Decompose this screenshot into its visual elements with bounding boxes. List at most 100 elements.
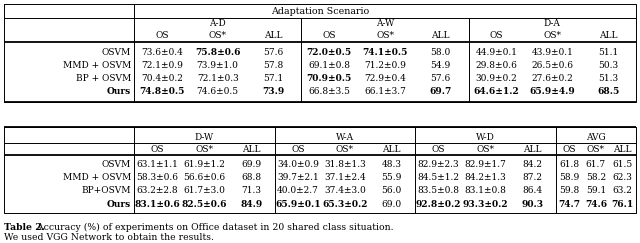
- Text: 50.3: 50.3: [598, 61, 618, 69]
- Text: 65.9±4.9: 65.9±4.9: [529, 87, 575, 95]
- Text: OSVM: OSVM: [102, 47, 131, 57]
- Text: D-W: D-W: [195, 132, 214, 141]
- Text: 58.3±0.6: 58.3±0.6: [136, 173, 179, 182]
- Text: 37.1±2.4: 37.1±2.4: [324, 173, 366, 182]
- Text: 70.9±0.5: 70.9±0.5: [307, 73, 352, 83]
- Text: 74.1±0.5: 74.1±0.5: [362, 47, 408, 57]
- Text: 86.4: 86.4: [522, 185, 543, 194]
- Text: 65.3±0.2: 65.3±0.2: [322, 200, 367, 208]
- Text: 73.6±0.4: 73.6±0.4: [141, 47, 183, 57]
- Text: OS: OS: [291, 145, 305, 154]
- Text: OS: OS: [155, 32, 168, 41]
- Text: 48.3: 48.3: [382, 159, 402, 168]
- Text: 83.1±0.6: 83.1±0.6: [134, 200, 180, 208]
- Text: BP + OSVM: BP + OSVM: [76, 73, 131, 83]
- Text: OS*: OS*: [587, 145, 605, 154]
- Text: 84.5±1.2: 84.5±1.2: [418, 173, 460, 182]
- Text: 72.1±0.3: 72.1±0.3: [196, 73, 239, 83]
- Text: W-A: W-A: [336, 132, 354, 141]
- Text: OS: OS: [432, 145, 445, 154]
- Text: 34.0±0.9: 34.0±0.9: [277, 159, 319, 168]
- Text: ALL: ALL: [523, 145, 541, 154]
- Text: ALL: ALL: [383, 145, 401, 154]
- Text: 27.6±0.2: 27.6±0.2: [531, 73, 573, 83]
- Text: 31.8±1.3: 31.8±1.3: [324, 159, 366, 168]
- Text: Ours: Ours: [107, 200, 131, 208]
- Text: 70.4±0.2: 70.4±0.2: [141, 73, 183, 83]
- Text: Adaptation Scenario: Adaptation Scenario: [271, 8, 369, 17]
- Text: 61.8: 61.8: [559, 159, 579, 168]
- Text: 66.1±3.7: 66.1±3.7: [364, 87, 406, 95]
- Text: AVG: AVG: [586, 132, 606, 141]
- Text: 84.2: 84.2: [522, 159, 543, 168]
- Text: 61.7: 61.7: [586, 159, 606, 168]
- Text: MMD + OSVM: MMD + OSVM: [63, 173, 131, 182]
- Text: 69.1±0.8: 69.1±0.8: [308, 61, 350, 69]
- Text: 82.9±2.3: 82.9±2.3: [418, 159, 460, 168]
- Text: 58.0: 58.0: [431, 47, 451, 57]
- Text: OS*: OS*: [336, 145, 354, 154]
- Text: OS*: OS*: [376, 32, 394, 41]
- Text: 74.6: 74.6: [585, 200, 607, 208]
- Text: OS*: OS*: [543, 32, 561, 41]
- Text: 68.5: 68.5: [597, 87, 620, 95]
- Text: OS: OS: [323, 32, 336, 41]
- Text: 43.9±0.1: 43.9±0.1: [531, 47, 573, 57]
- Text: We used VGG Network to obtain the results.: We used VGG Network to obtain the result…: [4, 233, 214, 242]
- Text: ALL: ALL: [613, 145, 632, 154]
- Text: 90.3: 90.3: [522, 200, 543, 208]
- Text: 56.0: 56.0: [381, 185, 402, 194]
- Text: BP+OSVM: BP+OSVM: [81, 185, 131, 194]
- Text: 61.5: 61.5: [612, 159, 633, 168]
- Text: 93.3±0.2: 93.3±0.2: [463, 200, 508, 208]
- Text: 63.2±2.8: 63.2±2.8: [136, 185, 179, 194]
- Text: 83.1±0.8: 83.1±0.8: [465, 185, 506, 194]
- Text: ALL: ALL: [242, 145, 260, 154]
- Text: 44.9±0.1: 44.9±0.1: [476, 47, 518, 57]
- Text: OS: OS: [490, 32, 503, 41]
- Text: 69.9: 69.9: [241, 159, 261, 168]
- Text: ALL: ALL: [431, 32, 450, 41]
- Text: OS*: OS*: [209, 32, 227, 41]
- Text: 82.9±1.7: 82.9±1.7: [465, 159, 506, 168]
- Text: 68.8: 68.8: [241, 173, 261, 182]
- Text: 56.6±0.6: 56.6±0.6: [183, 173, 225, 182]
- Text: 55.9: 55.9: [381, 173, 402, 182]
- Text: 72.9±0.4: 72.9±0.4: [364, 73, 406, 83]
- Text: ALL: ALL: [264, 32, 283, 41]
- Text: W-D: W-D: [476, 132, 495, 141]
- Text: 73.9±1.0: 73.9±1.0: [196, 61, 239, 69]
- Text: OS*: OS*: [195, 145, 213, 154]
- Text: 73.9: 73.9: [262, 87, 285, 95]
- Text: 54.9: 54.9: [431, 61, 451, 69]
- Text: Table 2.: Table 2.: [4, 223, 45, 232]
- Text: MMD + OSVM: MMD + OSVM: [63, 61, 131, 69]
- Text: 29.8±0.6: 29.8±0.6: [476, 61, 518, 69]
- Text: 65.9±0.1: 65.9±0.1: [275, 200, 321, 208]
- Text: 92.8±0.2: 92.8±0.2: [416, 200, 461, 208]
- Text: 82.5±0.6: 82.5±0.6: [182, 200, 227, 208]
- Text: OS: OS: [563, 145, 576, 154]
- Text: 40.0±2.7: 40.0±2.7: [277, 185, 319, 194]
- Text: 61.7±3.0: 61.7±3.0: [184, 185, 225, 194]
- Text: 63.2: 63.2: [612, 185, 632, 194]
- Text: 58.2: 58.2: [586, 173, 606, 182]
- Text: Ours: Ours: [107, 87, 131, 95]
- Text: 57.8: 57.8: [263, 61, 284, 69]
- Text: 62.3: 62.3: [612, 173, 632, 182]
- Text: OSVM: OSVM: [102, 159, 131, 168]
- Text: 72.1±0.9: 72.1±0.9: [141, 61, 183, 69]
- Text: 71.2±0.9: 71.2±0.9: [364, 61, 406, 69]
- Text: 87.2: 87.2: [522, 173, 543, 182]
- Text: 74.7: 74.7: [558, 200, 580, 208]
- Text: 37.4±3.0: 37.4±3.0: [324, 185, 366, 194]
- Text: 59.8: 59.8: [559, 185, 579, 194]
- Text: 84.2±1.3: 84.2±1.3: [465, 173, 506, 182]
- Text: D-A: D-A: [544, 19, 561, 28]
- Text: 72.0±0.5: 72.0±0.5: [307, 47, 352, 57]
- Text: 57.6: 57.6: [263, 47, 284, 57]
- Text: 51.1: 51.1: [598, 47, 618, 57]
- Text: 57.6: 57.6: [431, 73, 451, 83]
- Text: OS: OS: [150, 145, 164, 154]
- Text: 69.0: 69.0: [381, 200, 402, 208]
